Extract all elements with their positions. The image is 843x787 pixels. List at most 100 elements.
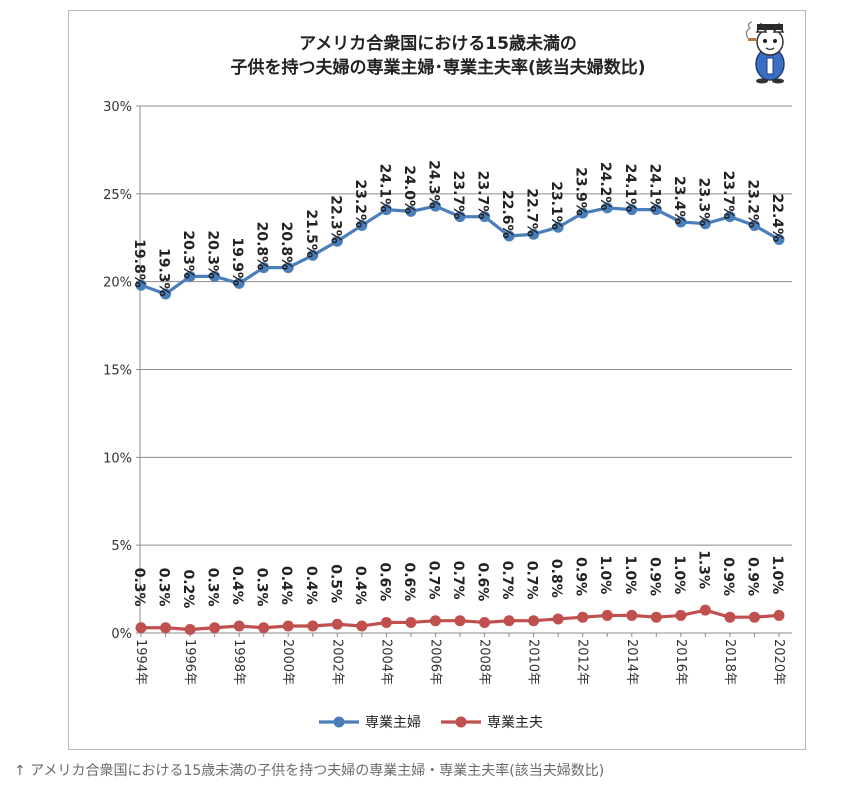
data-point xyxy=(528,228,540,240)
data-point xyxy=(675,216,687,228)
x-tick-label: 2012年 xyxy=(575,639,590,685)
data-point xyxy=(405,205,417,217)
data-point xyxy=(601,202,613,214)
y-tick-label: 5% xyxy=(111,539,132,554)
data-label: 0.3% xyxy=(131,568,147,607)
y-tick-labels: 0% 5% 10% 15% 20% 25% 30% xyxy=(103,100,132,642)
data-label: 20.8% xyxy=(278,222,294,271)
chart-title-line: 子供を持つ夫婦の専業主婦･専業主夫率(該当夫婦数比) xyxy=(230,57,645,78)
data-label: 23.9% xyxy=(573,167,589,216)
series-group xyxy=(135,200,785,635)
data-label: 22.4% xyxy=(769,194,785,243)
data-label: 24.1% xyxy=(622,164,638,213)
data-point xyxy=(307,620,319,632)
x-tick-label: 2020年 xyxy=(771,639,786,685)
legend-label: 専業主婦 xyxy=(365,714,421,731)
data-point xyxy=(773,234,785,246)
data-label: 22.7% xyxy=(524,188,540,237)
data-point xyxy=(380,616,392,628)
data-label: 23.2% xyxy=(744,179,760,228)
y-tick-label: 0% xyxy=(111,627,132,642)
data-point xyxy=(307,249,319,261)
data-point xyxy=(528,615,540,627)
data-point xyxy=(748,611,760,623)
data-point xyxy=(699,604,711,616)
data-label: 0.9% xyxy=(744,557,760,596)
data-label: 0.3% xyxy=(156,568,172,607)
data-label: 24.2% xyxy=(597,162,613,211)
data-label: 20.3% xyxy=(180,230,196,279)
data-point xyxy=(356,219,368,231)
x-tick-label: 2000年 xyxy=(280,639,295,685)
data-label: 24.0% xyxy=(401,165,417,214)
x-tick-label: 2006年 xyxy=(427,639,442,685)
data-label: 0.4% xyxy=(229,566,245,605)
data-point xyxy=(479,211,491,223)
data-point xyxy=(626,609,638,621)
data-label: 0.4% xyxy=(352,566,368,605)
legend-marker xyxy=(333,716,345,728)
data-point xyxy=(577,611,589,623)
data-label: 24.3% xyxy=(425,160,441,209)
data-point xyxy=(429,615,441,627)
data-point xyxy=(331,618,343,630)
data-point xyxy=(184,270,196,282)
data-label: 20.8% xyxy=(254,222,270,271)
data-point xyxy=(699,218,711,230)
data-point xyxy=(479,616,491,628)
legend-marker xyxy=(455,716,467,728)
data-point xyxy=(258,262,270,274)
data-label: 0.6% xyxy=(401,562,417,601)
x-tick-label: 2018年 xyxy=(722,639,737,685)
y-tick-label: 25% xyxy=(103,188,132,203)
data-label: 19.8% xyxy=(131,239,147,288)
data-point xyxy=(454,615,466,627)
chart-title-line: アメリカ合衆国における15歳未満の xyxy=(299,33,577,54)
data-point xyxy=(675,609,687,621)
data-label: 1.0% xyxy=(597,555,613,594)
data-label: 1.0% xyxy=(622,555,638,594)
data-label: 0.7% xyxy=(425,561,441,600)
data-label: 23.7% xyxy=(450,171,466,220)
x-tick-label: 1998年 xyxy=(231,639,246,685)
data-labels: 19.8% 19.3% 20.3% 20.3% 19.9% 20.8% 20.8% 21.5%… xyxy=(131,160,785,608)
data-label: 20.3% xyxy=(205,230,221,279)
data-point xyxy=(503,230,515,242)
chart-frame: アメリカ合衆国における15歳未満の子供を持つ夫婦の専業主婦･専業主夫率(該当夫婦… xyxy=(68,10,806,750)
data-label: 22.3% xyxy=(327,195,343,244)
data-point xyxy=(724,211,736,223)
mascot-icon xyxy=(745,21,785,84)
x-tick-label: 2002年 xyxy=(329,639,344,685)
data-label: 0.9% xyxy=(573,557,589,596)
data-label: 0.7% xyxy=(499,561,515,600)
data-label: 0.7% xyxy=(450,561,466,600)
data-label: 0.3% xyxy=(205,568,221,607)
data-point xyxy=(233,277,245,289)
chart-title: アメリカ合衆国における15歳未満の子供を持つ夫婦の専業主婦･専業主夫率(該当夫婦… xyxy=(230,33,645,78)
data-point xyxy=(503,615,515,627)
data-label: 0.3% xyxy=(254,568,270,607)
data-label: 0.9% xyxy=(646,557,662,596)
data-point xyxy=(748,219,760,231)
x-tick-labels: 1994年 1996年 1998年 2000年 2002年 2004年 2006年 2008年… xyxy=(133,639,786,685)
data-label: 22.6% xyxy=(499,190,515,239)
figure-caption: ↑ アメリカ合衆国における15歳未満の子供を持つ夫婦の専業主婦・専業主夫率(該当… xyxy=(14,763,605,779)
legend-label: 専業主夫 xyxy=(487,715,543,731)
x-tick-label: 1996年 xyxy=(182,639,197,685)
data-label: 1.3% xyxy=(695,550,711,589)
data-label: 19.9% xyxy=(229,237,245,286)
data-point xyxy=(160,288,172,300)
data-label: 24.1% xyxy=(646,164,662,213)
data-label: 23.3% xyxy=(695,178,711,227)
data-point xyxy=(209,270,221,282)
data-label: 23.7% xyxy=(720,171,736,220)
y-tick-label: 15% xyxy=(103,364,132,379)
data-point xyxy=(773,609,785,621)
x-tick-label: 2014年 xyxy=(624,639,639,685)
line-chart: アメリカ合衆国における15歳未満の子供を持つ夫婦の専業主婦･専業主夫率(該当夫婦… xyxy=(103,33,792,731)
data-label: 0.5% xyxy=(327,564,343,603)
data-point xyxy=(601,609,613,621)
data-point xyxy=(282,620,294,632)
data-point xyxy=(429,200,441,212)
data-label: 23.7% xyxy=(475,171,491,220)
